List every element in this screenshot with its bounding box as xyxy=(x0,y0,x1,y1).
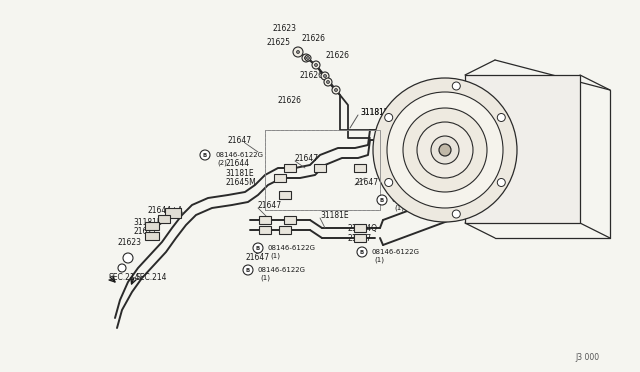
Text: 08146-6122G: 08146-6122G xyxy=(392,197,440,203)
Circle shape xyxy=(452,210,460,218)
Text: 21647: 21647 xyxy=(355,177,379,186)
Circle shape xyxy=(293,47,303,57)
Circle shape xyxy=(326,80,330,83)
Circle shape xyxy=(332,86,340,94)
Circle shape xyxy=(497,179,506,186)
Circle shape xyxy=(118,264,126,272)
Bar xyxy=(284,164,296,172)
Text: 21644Q: 21644Q xyxy=(348,224,378,232)
Circle shape xyxy=(123,253,133,263)
Circle shape xyxy=(307,57,310,60)
Circle shape xyxy=(324,78,332,86)
Circle shape xyxy=(357,247,367,257)
Text: 08146-6122G: 08146-6122G xyxy=(215,152,263,158)
Bar xyxy=(259,226,271,234)
Bar xyxy=(145,222,159,230)
Text: B: B xyxy=(380,198,384,202)
Circle shape xyxy=(387,92,503,208)
Circle shape xyxy=(335,89,337,92)
Bar xyxy=(455,158,467,178)
Bar xyxy=(165,208,181,218)
Text: (1): (1) xyxy=(260,275,270,281)
Text: 21644: 21644 xyxy=(225,158,249,167)
Text: 21621: 21621 xyxy=(133,227,157,235)
Text: 31181E: 31181E xyxy=(360,108,388,116)
Text: J3 000: J3 000 xyxy=(575,353,599,362)
Text: 31181E: 31181E xyxy=(225,169,253,177)
Text: 31181E: 31181E xyxy=(360,108,388,116)
Circle shape xyxy=(253,243,263,253)
Text: 21647: 21647 xyxy=(295,154,319,163)
Text: 21623: 21623 xyxy=(273,23,297,32)
Bar xyxy=(265,130,380,210)
Text: 21644+A: 21644+A xyxy=(148,205,184,215)
Bar xyxy=(455,120,467,140)
Circle shape xyxy=(321,72,329,80)
Text: B: B xyxy=(203,153,207,157)
Circle shape xyxy=(377,195,387,205)
Bar xyxy=(314,164,326,172)
Text: 21647: 21647 xyxy=(228,135,252,144)
Circle shape xyxy=(305,57,307,60)
Circle shape xyxy=(302,54,310,62)
Circle shape xyxy=(403,108,487,192)
Circle shape xyxy=(314,64,317,67)
Text: 08146-6122G: 08146-6122G xyxy=(268,245,316,251)
Text: SEC.214: SEC.214 xyxy=(135,273,166,282)
Circle shape xyxy=(312,61,320,69)
Circle shape xyxy=(305,55,311,61)
Circle shape xyxy=(296,51,300,54)
Bar xyxy=(265,130,380,210)
Text: 21626: 21626 xyxy=(278,96,302,105)
Text: 21623: 21623 xyxy=(117,237,141,247)
Text: 31181E: 31181E xyxy=(133,218,162,227)
Text: B: B xyxy=(360,250,364,254)
Text: 21626: 21626 xyxy=(326,51,350,60)
Text: 08146-6122G: 08146-6122G xyxy=(372,249,420,255)
Bar xyxy=(354,164,366,172)
Text: 21647: 21647 xyxy=(258,201,282,209)
Text: (1): (1) xyxy=(270,253,280,259)
Circle shape xyxy=(243,265,253,275)
Text: SEC.214: SEC.214 xyxy=(108,273,140,282)
Circle shape xyxy=(385,113,393,122)
Circle shape xyxy=(373,78,517,222)
Circle shape xyxy=(431,136,459,164)
Text: 21626: 21626 xyxy=(302,33,326,42)
Text: 08146-6122G: 08146-6122G xyxy=(258,267,306,273)
Circle shape xyxy=(497,113,506,122)
Bar xyxy=(354,224,366,232)
Bar xyxy=(279,226,291,234)
Text: B: B xyxy=(246,267,250,273)
Text: 21647: 21647 xyxy=(245,253,269,263)
Text: 21626: 21626 xyxy=(300,71,324,80)
Bar xyxy=(274,174,286,182)
Text: 21647: 21647 xyxy=(348,234,372,243)
Circle shape xyxy=(200,150,210,160)
Text: (1): (1) xyxy=(394,205,404,211)
Text: (1): (1) xyxy=(374,257,384,263)
Circle shape xyxy=(439,144,451,156)
Bar xyxy=(158,215,170,223)
Text: B: B xyxy=(256,246,260,250)
Bar xyxy=(279,191,291,199)
Circle shape xyxy=(452,82,460,90)
Text: 21625: 21625 xyxy=(267,38,291,46)
Circle shape xyxy=(385,179,393,186)
Bar xyxy=(465,75,580,223)
Circle shape xyxy=(417,122,473,178)
Text: (2): (2) xyxy=(217,160,227,166)
Bar xyxy=(259,216,271,224)
Text: 21645M: 21645M xyxy=(225,177,256,186)
Bar xyxy=(284,216,296,224)
Circle shape xyxy=(323,74,326,77)
Bar xyxy=(354,234,366,242)
Text: 31181E: 31181E xyxy=(320,211,349,219)
Bar xyxy=(145,232,159,240)
